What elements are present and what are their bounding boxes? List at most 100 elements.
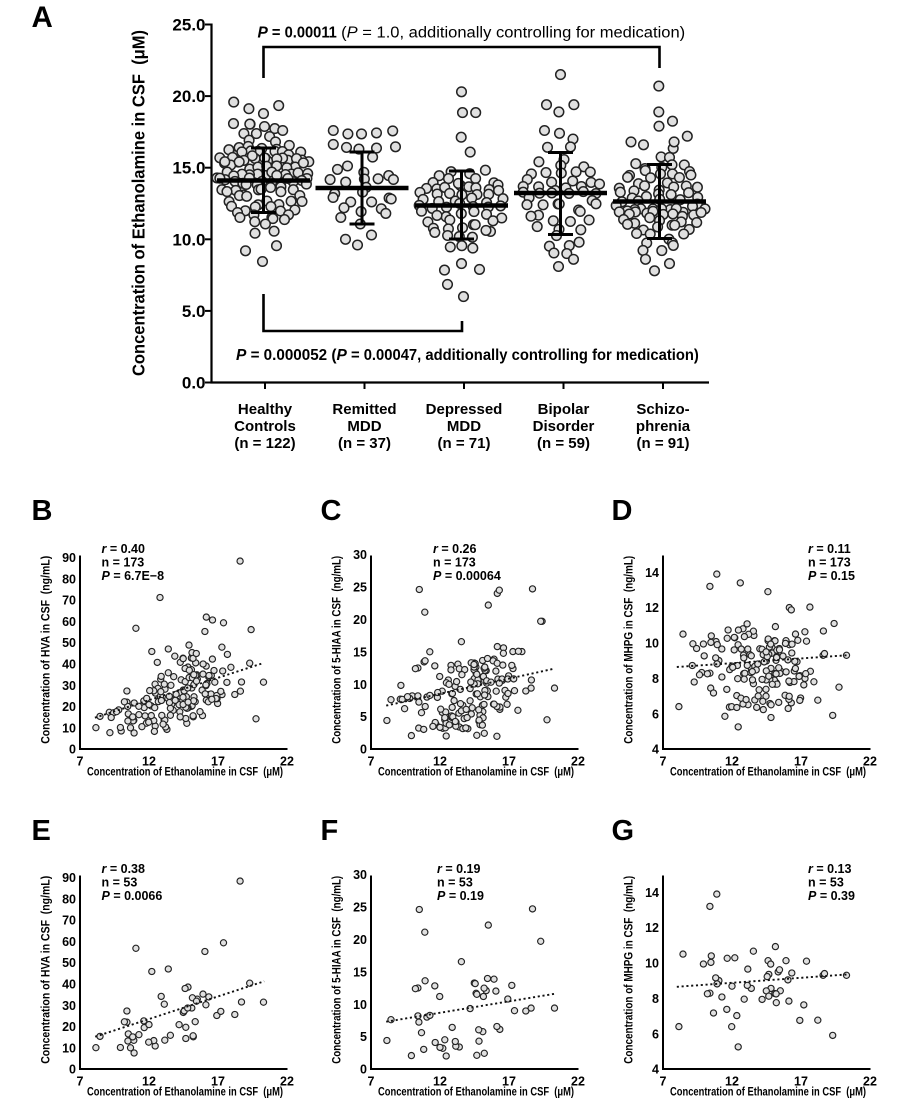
svg-text:50: 50 (62, 636, 76, 650)
svg-text:90: 90 (62, 871, 76, 885)
svg-text:60: 60 (62, 935, 76, 949)
svg-text:Depressed: Depressed (426, 401, 503, 418)
svg-text:Concentration of Ethanolamine: Concentration of Ethanolamine in CSF (μM… (670, 1085, 866, 1099)
svg-text:5.0: 5.0 (182, 302, 206, 321)
svg-text:4: 4 (652, 743, 659, 757)
svg-text:r = 0.26: r = 0.26 (433, 542, 476, 556)
svg-text:15: 15 (353, 965, 367, 979)
svg-text:MDD: MDD (447, 418, 481, 435)
svg-text:17: 17 (502, 755, 516, 769)
svg-text:7: 7 (660, 1075, 667, 1089)
svg-text:12: 12 (645, 921, 659, 935)
svg-text:15.0: 15.0 (172, 159, 205, 178)
svg-text:12: 12 (645, 601, 659, 615)
svg-text:r = 0.11: r = 0.11 (808, 542, 851, 556)
svg-text:14: 14 (645, 566, 659, 580)
svg-text:10: 10 (645, 957, 659, 971)
svg-text:80: 80 (62, 572, 76, 586)
svg-text:Concentration of Ethanolamine: Concentration of Ethanolamine in CSF (μM… (378, 1085, 574, 1099)
svg-text:30: 30 (62, 679, 76, 693)
svg-text:30: 30 (62, 999, 76, 1013)
svg-text:40: 40 (62, 978, 76, 992)
svg-text:7: 7 (77, 755, 84, 769)
svg-text:P = 0.00064: P = 0.00064 (433, 569, 501, 583)
svg-text:6: 6 (652, 1027, 659, 1041)
svg-text:Concentration of Ethanolamine: Concentration of Ethanolamine in CSF (μM… (670, 765, 866, 779)
svg-text:P = 0.15: P = 0.15 (808, 569, 855, 583)
svg-text:P = 0.39: P = 0.39 (808, 889, 855, 903)
svg-text:17: 17 (794, 1075, 808, 1089)
svg-text:Schizo-: Schizo- (636, 401, 689, 418)
svg-text:80: 80 (62, 892, 76, 906)
svg-text:C: C (321, 495, 342, 527)
svg-text:10: 10 (62, 1041, 76, 1055)
svg-text:G: G (612, 815, 635, 847)
svg-text:Concentration of Ethanolamine: Concentration of Ethanolamine in CSF (μM… (129, 30, 149, 376)
svg-text:17: 17 (211, 1075, 225, 1089)
svg-text:Controls: Controls (234, 418, 296, 435)
svg-text:7: 7 (368, 1075, 375, 1089)
svg-text:12: 12 (433, 1075, 447, 1089)
svg-text:r = 0.40: r = 0.40 (102, 542, 145, 556)
svg-text:70: 70 (62, 914, 76, 928)
svg-text:15: 15 (353, 645, 367, 659)
svg-text:MDD: MDD (347, 418, 381, 435)
svg-text:22: 22 (863, 1075, 877, 1089)
svg-text:E: E (32, 815, 51, 847)
svg-text:Concentration of Ethanolamine: Concentration of Ethanolamine in CSF (μM… (87, 1085, 283, 1099)
svg-text:D: D (612, 495, 633, 527)
svg-text:22: 22 (280, 755, 294, 769)
svg-text:(n = 71): (n = 71) (438, 435, 491, 452)
svg-text:20: 20 (353, 613, 367, 627)
svg-text:17: 17 (211, 755, 225, 769)
svg-text:0: 0 (69, 1063, 76, 1077)
svg-text:30: 30 (353, 548, 367, 562)
svg-text:30: 30 (353, 868, 367, 882)
svg-text:A: A (32, 1, 53, 34)
svg-text:r = 0.13: r = 0.13 (808, 862, 851, 876)
svg-text:Bipolar: Bipolar (538, 401, 590, 418)
svg-text:7: 7 (368, 755, 375, 769)
svg-text:14: 14 (645, 886, 659, 900)
svg-text:Concentration of MHPG in CSF: Concentration of MHPG in CSF (ng/mL) (624, 876, 636, 1064)
svg-text:17: 17 (794, 755, 808, 769)
svg-text:B: B (32, 495, 53, 527)
svg-text:25: 25 (353, 901, 367, 915)
svg-text:7: 7 (77, 1075, 84, 1089)
svg-text:Disorder: Disorder (533, 418, 595, 435)
svg-text:17: 17 (502, 1075, 516, 1089)
svg-text:Concentration of Ethanolamine: Concentration of Ethanolamine in CSF (μM… (378, 765, 574, 779)
svg-text:Concentration of 5-HIAA in CSF: Concentration of 5-HIAA in CSF (ng/mL) (332, 876, 344, 1064)
svg-text:20.0: 20.0 (172, 87, 205, 106)
svg-text:8: 8 (652, 992, 659, 1006)
svg-text:F: F (321, 815, 339, 847)
svg-text:90: 90 (62, 551, 76, 565)
svg-text:50: 50 (62, 956, 76, 970)
svg-text:40: 40 (62, 658, 76, 672)
svg-text:Remitted: Remitted (332, 401, 396, 418)
svg-text:(n = 91): (n = 91) (637, 435, 690, 452)
svg-text:70: 70 (62, 594, 76, 608)
svg-text:0: 0 (69, 743, 76, 757)
svg-text:22: 22 (280, 1075, 294, 1089)
svg-text:25: 25 (353, 581, 367, 595)
svg-text:10: 10 (353, 678, 367, 692)
svg-text:Concentration of MHPG in CSF: Concentration of MHPG in CSF (ng/mL) (624, 556, 636, 744)
svg-text:n = 173: n = 173 (808, 556, 851, 570)
svg-text:20: 20 (353, 933, 367, 947)
svg-text:Concentration of 5-HIAA in CSF: Concentration of 5-HIAA in CSF (ng/mL) (332, 556, 344, 744)
svg-text:12: 12 (433, 755, 447, 769)
svg-text:8: 8 (652, 672, 659, 686)
svg-text:22: 22 (571, 1075, 585, 1089)
svg-text:20: 20 (62, 700, 76, 714)
svg-text:n = 53: n = 53 (102, 876, 138, 890)
svg-text:(n = 122): (n = 122) (234, 435, 295, 452)
svg-text:7: 7 (660, 755, 667, 769)
svg-text:20: 20 (62, 1020, 76, 1034)
svg-text:22: 22 (571, 755, 585, 769)
svg-text:12: 12 (725, 755, 739, 769)
svg-text:10.0: 10.0 (172, 230, 205, 249)
svg-text:(n = 59): (n = 59) (537, 435, 590, 452)
svg-text:0.0: 0.0 (182, 374, 206, 393)
svg-text:25.0: 25.0 (172, 16, 205, 35)
